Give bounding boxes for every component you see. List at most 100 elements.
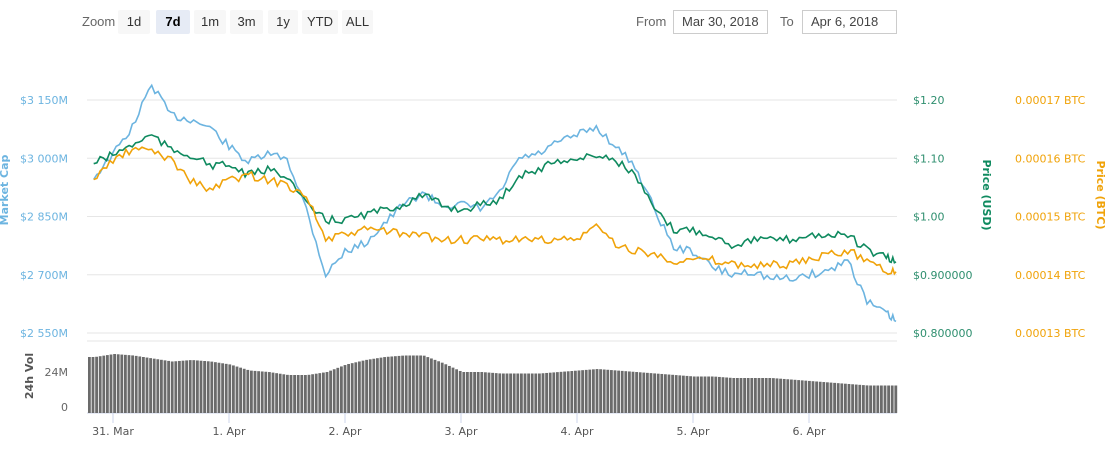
volume-bar xyxy=(106,355,109,413)
zoom-ytd-button[interactable]: YTD xyxy=(302,10,338,34)
volume-bar xyxy=(181,360,185,413)
zoom-1m-button[interactable]: 1m xyxy=(194,10,226,34)
volume-bar xyxy=(311,374,314,413)
volume-bar xyxy=(563,371,566,413)
volume-bar xyxy=(685,375,689,413)
volume-bar xyxy=(426,357,430,413)
volume-bar xyxy=(520,373,523,413)
volume-bar xyxy=(152,358,156,413)
to-label: To xyxy=(780,14,794,29)
volume-bar xyxy=(793,379,797,413)
volume-bar xyxy=(858,384,862,413)
volume-bar xyxy=(674,375,678,413)
volume-bar xyxy=(304,375,307,413)
volume-bar xyxy=(361,360,365,413)
volume-bar xyxy=(368,359,372,413)
volume-bar xyxy=(365,359,368,413)
volume-bar xyxy=(336,367,340,413)
volume-bar xyxy=(174,361,178,413)
volume-bar xyxy=(325,372,329,413)
volume-bar xyxy=(797,380,800,413)
volume-bar xyxy=(322,372,325,413)
volume-bar xyxy=(523,373,527,413)
volume-bar xyxy=(397,355,401,413)
price-usd-tick: $0.800000 xyxy=(913,327,973,340)
volume-bar xyxy=(235,366,239,413)
volume-bar xyxy=(239,367,242,413)
volume-bar xyxy=(278,373,282,413)
x-tick-label: 2. Apr xyxy=(328,425,361,438)
volume-bar xyxy=(390,356,394,413)
volume-bar xyxy=(833,382,836,413)
volume-bar xyxy=(131,355,134,413)
volume-bar xyxy=(142,357,145,413)
volume-bar xyxy=(451,367,455,413)
zoom-3m-button[interactable]: 3m xyxy=(230,10,263,34)
volume-bar xyxy=(599,369,602,413)
volume-bar xyxy=(271,372,275,413)
volume-bar xyxy=(412,355,415,413)
volume-bar xyxy=(714,376,718,413)
volume-bar xyxy=(534,373,538,413)
volume-bar xyxy=(178,360,181,413)
volume-bar xyxy=(566,371,570,413)
zoom-1d-button[interactable]: 1d xyxy=(118,10,150,34)
volume-bar xyxy=(192,360,196,413)
volume-bar xyxy=(109,354,113,413)
x-tick-label: 6. Apr xyxy=(792,425,825,438)
market-cap-tick: $2 550M xyxy=(20,327,68,340)
volume-bar xyxy=(516,373,520,413)
volume-bar xyxy=(116,354,120,413)
volume-bar xyxy=(635,372,638,413)
volume-bar xyxy=(347,363,350,413)
zoom-1y-button[interactable]: 1y xyxy=(268,10,298,34)
volume-bar xyxy=(541,373,545,413)
volume-bar xyxy=(127,355,131,413)
volume-bar xyxy=(343,365,347,413)
volume-bar xyxy=(631,371,635,413)
volume-bar xyxy=(95,356,98,413)
volume-bar xyxy=(404,355,408,413)
volume-bar xyxy=(552,372,556,413)
volume-bar xyxy=(307,374,311,413)
volume-bar xyxy=(386,356,390,413)
volume-bar xyxy=(376,358,379,413)
volume-bar xyxy=(768,378,772,413)
volume-bar xyxy=(275,373,278,413)
volume-bar xyxy=(656,373,660,413)
volume-bar xyxy=(408,355,412,413)
volume-bar xyxy=(581,370,584,413)
volume-bar xyxy=(401,355,404,413)
volume-bar xyxy=(574,370,577,413)
from-date-input[interactable]: Mar 30, 2018 xyxy=(673,10,768,34)
price-btc-tick: 0.00017 BTC xyxy=(1015,94,1086,107)
volume-bar xyxy=(505,373,509,413)
to-date-input[interactable]: Apr 6, 2018 xyxy=(802,10,897,34)
volume-bar xyxy=(433,359,437,413)
volume-bar xyxy=(822,382,826,413)
x-tick-label: 4. Apr xyxy=(560,425,593,438)
market-cap-tick: $3 150M xyxy=(20,94,68,107)
volume-bar xyxy=(332,369,336,413)
volume-bar xyxy=(570,371,574,413)
price-btc-tick: 0.00016 BTC xyxy=(1015,152,1086,165)
volume-bar xyxy=(206,361,210,413)
volume-bar xyxy=(761,378,764,413)
market-cap-tick: $2 700M xyxy=(20,269,68,282)
zoom-all-button[interactable]: ALL xyxy=(342,10,373,34)
volume-bar xyxy=(851,384,854,413)
volume-bar xyxy=(264,371,268,413)
volume-bar xyxy=(494,373,498,413)
volume-bar xyxy=(282,374,286,413)
volume-bar xyxy=(484,372,487,413)
volume-bar xyxy=(480,372,484,413)
volume-bar xyxy=(250,370,253,413)
price-btc-tick: 0.00013 BTC xyxy=(1015,327,1086,340)
market-cap-line xyxy=(93,83,897,323)
volume-bar xyxy=(170,361,174,413)
price-btc-line xyxy=(93,146,897,276)
volume-bar xyxy=(221,363,224,413)
zoom-7d-button[interactable]: 7d xyxy=(156,10,190,34)
volume-bar xyxy=(556,372,559,413)
volume-bar xyxy=(800,380,804,413)
